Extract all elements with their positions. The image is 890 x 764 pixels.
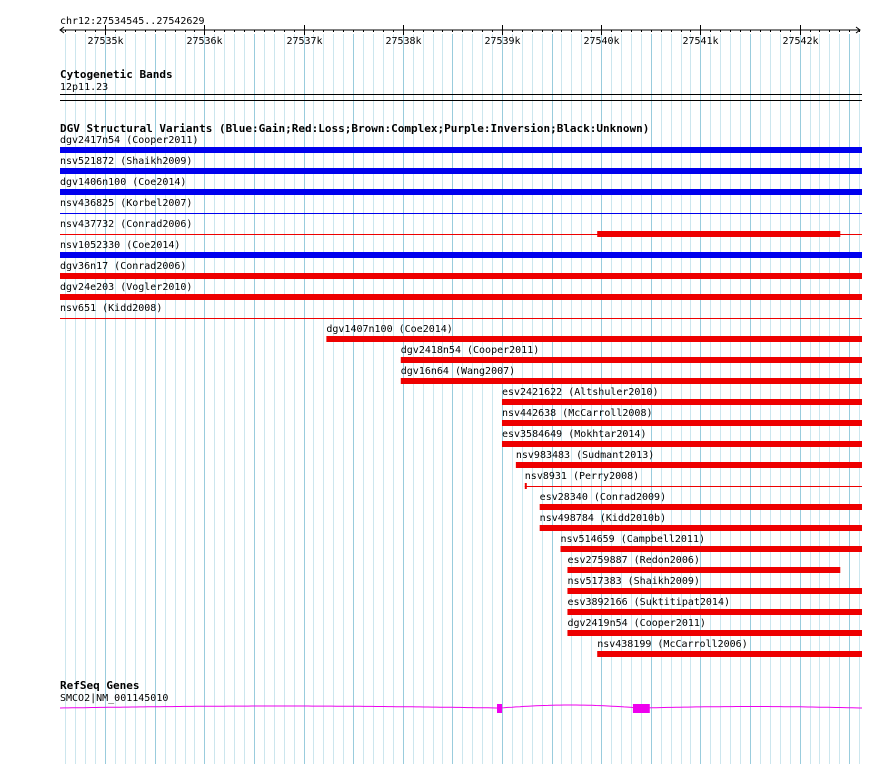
- dgv-track[interactable]: DGV Structural Variants (Blue:Gain;Red:L…: [60, 122, 862, 657]
- dgv-feature-label: dgv36n17 (Conrad2006): [60, 261, 186, 272]
- dgv-feature-bar[interactable]: [560, 546, 862, 552]
- dgv-feature-bar[interactable]: [567, 609, 862, 615]
- dgv-feature-label: dgv1407n100 (Coe2014): [326, 324, 452, 335]
- refseq-track-title: RefSeq Genes: [60, 679, 139, 692]
- ruler-left-arrow: [59, 26, 65, 34]
- dgv-feature-bar[interactable]: [597, 231, 841, 237]
- dgv-feature-label: esv2421622 (Altshuler2010): [502, 387, 659, 398]
- dgv-feature[interactable]: nsv442638 (McCarroll2008): [501, 408, 862, 426]
- dgv-feature[interactable]: dgv16n64 (Wang2007): [400, 366, 862, 384]
- cytoband-track[interactable]: Cytogenetic Bands 12p11.23: [60, 68, 862, 101]
- dgv-feature[interactable]: esv28340 (Conrad2009): [539, 492, 862, 510]
- ruler-tick-label: 27535k: [87, 36, 123, 47]
- dgv-feature-bar[interactable]: [60, 252, 862, 258]
- gene-exon[interactable]: [497, 704, 503, 713]
- gene-exons: [497, 704, 650, 713]
- dgv-feature-bar[interactable]: [539, 525, 862, 531]
- dgv-feature[interactable]: nsv8931 (Perry2008): [524, 471, 862, 489]
- dgv-feature-label: nsv8931 (Perry2008): [525, 471, 639, 482]
- dgv-feature-label: nsv442638 (McCarroll2008): [502, 408, 653, 419]
- dgv-feature-label: nsv521872 (Shaikh2009): [60, 156, 192, 167]
- dgv-feature-label: nsv983483 (Sudmant2013): [516, 450, 654, 461]
- dgv-feature[interactable]: dgv1406n100 (Coe2014): [60, 177, 862, 195]
- dgv-feature-bar[interactable]: [597, 651, 862, 657]
- dgv-feature[interactable]: nsv498784 (Kidd2010b): [539, 513, 862, 531]
- dgv-feature-label: nsv438199 (McCarroll2006): [597, 639, 748, 650]
- dgv-feature-bar[interactable]: [60, 168, 862, 174]
- dgv-feature[interactable]: nsv436825 (Korbel2007): [60, 198, 862, 214]
- dgv-feature[interactable]: dgv2417n54 (Cooper2011): [60, 135, 862, 153]
- dgv-track-title: DGV Structural Variants (Blue:Gain;Red:L…: [60, 122, 649, 135]
- dgv-feature[interactable]: esv3584649 (Mokhtar2014): [501, 429, 862, 447]
- ruler-tick-label: 27541k: [682, 36, 718, 47]
- ruler-tick-label: 27542k: [782, 36, 818, 47]
- dgv-feature[interactable]: nsv438199 (McCarroll2006): [597, 639, 862, 657]
- dgv-feature-label: nsv1052330 (Coe2014): [60, 240, 180, 251]
- dgv-feature[interactable]: dgv2418n54 (Cooper2011): [400, 345, 862, 363]
- dgv-feature[interactable]: nsv514659 (Campbell2011): [560, 534, 862, 552]
- dgv-feature-bar[interactable]: [567, 588, 862, 594]
- dgv-feature-label: nsv437732 (Conrad2006): [60, 219, 192, 230]
- dgv-feature-bar[interactable]: [567, 630, 862, 636]
- dgv-feature[interactable]: dgv24e203 (Vogler2010): [60, 282, 862, 300]
- dgv-feature[interactable]: nsv651 (Kidd2008): [60, 303, 862, 319]
- dgv-feature-label: nsv514659 (Campbell2011): [561, 534, 706, 545]
- ruler-tick-label: 27537k: [286, 36, 322, 47]
- dgv-feature-bar[interactable]: [539, 504, 862, 510]
- dgv-feature-label: esv28340 (Conrad2009): [540, 492, 666, 503]
- ruler-tick-label: 27536k: [186, 36, 222, 47]
- dgv-feature[interactable]: esv3892166 (Suktitipat2014): [567, 597, 862, 615]
- dgv-feature-bar[interactable]: [567, 567, 841, 573]
- dgv-feature-label: esv3584649 (Mokhtar2014): [502, 429, 647, 440]
- dgv-feature-label: nsv517383 (Shaikh2009): [567, 576, 699, 587]
- dgv-feature[interactable]: nsv1052330 (Coe2014): [60, 240, 862, 258]
- dgv-feature-label: dgv24e203 (Vogler2010): [60, 282, 192, 293]
- dgv-feature[interactable]: esv2421622 (Altshuler2010): [501, 387, 862, 405]
- dgv-feature[interactable]: dgv1407n100 (Coe2014): [326, 324, 862, 342]
- dgv-feature-label: dgv2417n54 (Cooper2011): [60, 135, 198, 146]
- dgv-feature-label: esv3892166 (Suktitipat2014): [567, 597, 730, 608]
- dgv-feature-label: nsv498784 (Kidd2010b): [540, 513, 666, 524]
- dgv-feature[interactable]: dgv2419n54 (Cooper2011): [567, 618, 862, 636]
- region-label: chr12:27534545..27542629: [60, 16, 205, 27]
- ruler-tick-label: 27539k: [484, 36, 520, 47]
- gene-exon[interactable]: [632, 704, 650, 713]
- dgv-feature-label: dgv1406n100 (Coe2014): [60, 177, 186, 188]
- dgv-features: dgv2417n54 (Cooper2011) nsv521872 (Shaikh…: [60, 135, 862, 657]
- dgv-feature-label: nsv436825 (Korbel2007): [60, 198, 192, 209]
- dgv-feature[interactable]: nsv983483 (Sudmant2013): [515, 450, 862, 468]
- dgv-feature[interactable]: nsv437732 (Conrad2006): [60, 219, 862, 237]
- ruler-ticks: 27535k 27536k 27537k 27538k 27539k 27540k 2754…: [65, 25, 860, 47]
- dgv-feature-bar[interactable]: [400, 378, 862, 384]
- dgv-feature-bar[interactable]: [400, 357, 862, 363]
- dgv-feature-bar[interactable]: [60, 273, 862, 279]
- cytoband-label: 12p11.23: [60, 82, 108, 93]
- gene-label: SMCO2|NM_001145010: [60, 693, 168, 704]
- dgv-feature-bar[interactable]: [501, 441, 862, 447]
- ruler-tick-label: 27540k: [583, 36, 619, 47]
- dgv-feature-bar[interactable]: [326, 336, 862, 342]
- dgv-feature-bar[interactable]: [515, 462, 862, 468]
- dgv-feature[interactable]: dgv36n17 (Conrad2006): [60, 261, 862, 279]
- gene-intron-line[interactable]: [59, 704, 862, 709]
- dgv-feature-bar[interactable]: [60, 189, 862, 195]
- dgv-feature-bar[interactable]: [524, 483, 527, 489]
- dgv-feature-label: esv2759887 (Redon2006): [567, 555, 699, 566]
- dgv-feature-bar[interactable]: [501, 399, 862, 405]
- dgv-feature[interactable]: nsv517383 (Shaikh2009): [567, 576, 862, 594]
- dgv-feature-bar[interactable]: [60, 294, 862, 300]
- ruler: chr12:27534545..27542629 27535k 27536k 275…: [59, 16, 861, 47]
- ruler-tick-label: 27538k: [385, 36, 421, 47]
- dgv-feature[interactable]: esv2759887 (Redon2006): [567, 555, 841, 573]
- dgv-feature-bar[interactable]: [501, 420, 862, 426]
- dgv-feature[interactable]: nsv521872 (Shaikh2009): [60, 156, 862, 174]
- dgv-feature-bar[interactable]: [60, 147, 862, 153]
- cytoband-track-title: Cytogenetic Bands: [60, 68, 173, 81]
- dgv-feature-label: dgv2418n54 (Cooper2011): [401, 345, 539, 356]
- dgv-feature-label: dgv16n64 (Wang2007): [401, 366, 515, 377]
- dgv-feature-label: nsv651 (Kidd2008): [60, 303, 162, 314]
- refseq-track[interactable]: RefSeq Genes SMCO2|NM_001145010: [59, 679, 862, 713]
- dgv-feature-label: dgv2419n54 (Cooper2011): [567, 618, 705, 629]
